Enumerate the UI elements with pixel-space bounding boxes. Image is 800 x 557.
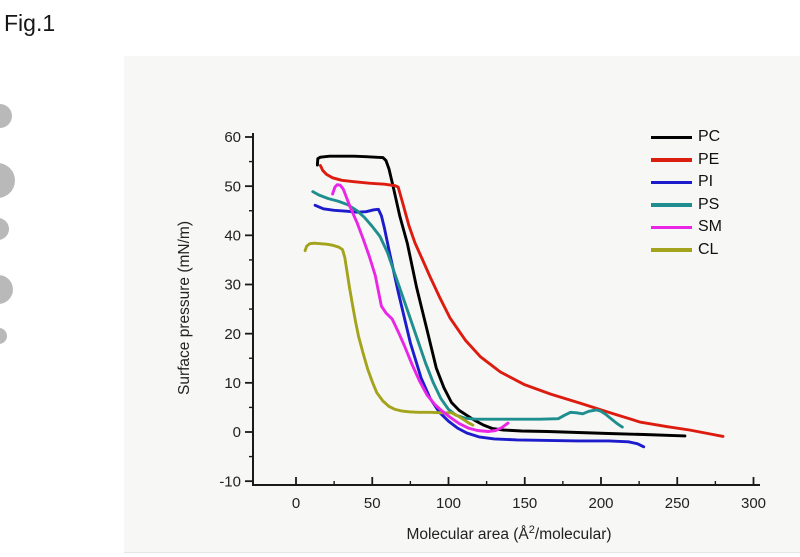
x-axis-title-text: /molecular) (534, 526, 612, 544)
legend-line-swatch (651, 135, 692, 139)
y-tick-label: 50 (224, 178, 241, 195)
series-SM (331, 183, 510, 433)
page-edge-artifact (0, 104, 12, 128)
legend-line-swatch (651, 158, 692, 162)
legend-label: PS (698, 195, 720, 213)
legend-item-PS: PS (651, 194, 722, 217)
page-edge-artifact (0, 275, 13, 304)
legend-item-PI: PI (651, 171, 722, 194)
legend-item-PE: PE (651, 149, 722, 172)
legend-label: PI (698, 173, 714, 191)
legend-line-swatch (651, 225, 692, 229)
legend-label: PE (698, 150, 720, 168)
y-tick-label: 20 (224, 326, 241, 343)
series-PE (318, 164, 725, 438)
y-tick-label: 30 (224, 277, 241, 294)
legend-item-PC: PC (651, 126, 722, 149)
series-CL (303, 241, 475, 427)
legend-label: SM (698, 218, 722, 236)
series-PI (313, 203, 646, 449)
x-axis-title-text: Molecular area (Å (406, 526, 529, 544)
legend-line-swatch (651, 180, 692, 184)
series-PC (315, 154, 687, 438)
legend-item-SM: SM (651, 216, 722, 239)
y-tick-label: 40 (224, 228, 241, 245)
x-tick-label: 50 (364, 495, 381, 512)
figure-caption: Fig.1 (4, 10, 56, 36)
x-axis-title-superscript: 2 (528, 524, 535, 536)
chart-legend: PC PE PI PS SM CL (651, 126, 722, 261)
y-axis-title: Surface pressure (mN/m) (176, 221, 194, 395)
x-tick-label: 100 (436, 495, 461, 512)
y-tick-label: 10 (224, 375, 241, 392)
y-tick-label: 0 (233, 424, 241, 441)
y-tick-label: -10 (219, 473, 241, 490)
page-edge-artifact (0, 218, 9, 240)
legend-label: CL (698, 240, 719, 258)
legend-line-swatch (651, 248, 692, 252)
page-edge-artifact (0, 328, 7, 344)
x-tick-label: 200 (588, 495, 613, 512)
x-tick-label: 150 (512, 495, 537, 512)
x-tick-label: 0 (292, 495, 300, 512)
y-axis-title-text: Surface pressure (mN/m) (176, 221, 193, 395)
legend-label: PC (698, 128, 721, 146)
page-edge-artifact (0, 163, 15, 198)
x-tick-label: 250 (665, 495, 690, 512)
legend-item-CL: CL (651, 239, 722, 262)
x-axis-title: Molecular area (Å2/molecular) (406, 524, 611, 544)
legend-line-swatch (651, 203, 692, 207)
x-tick-label: 300 (741, 495, 766, 512)
y-tick-label: 60 (224, 129, 241, 146)
